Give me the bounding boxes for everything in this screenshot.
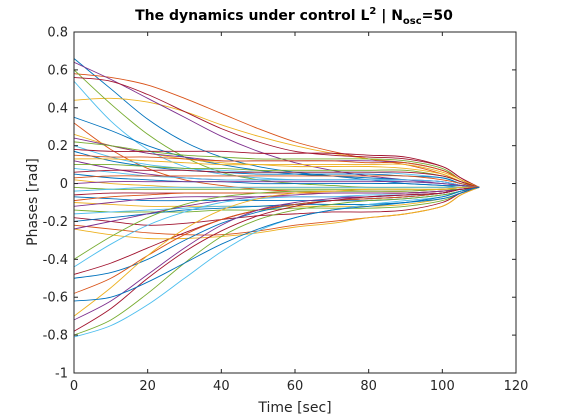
chart-title-middle: | N [376, 8, 403, 24]
x-axis: 0 20 40 60 80 100 120 [70, 32, 529, 394]
x-tick-label: 120 [504, 379, 529, 394]
x-tick-label: 0 [70, 379, 78, 394]
series-line-23 [74, 175, 480, 188]
y-tick-label: -1 [55, 367, 68, 382]
y-tick-label: -0.2 [43, 215, 68, 230]
chart-title-main: The dynamics under control L [135, 8, 369, 24]
series-line-17 [74, 158, 480, 188]
series-line-39 [74, 186, 480, 230]
chart-title-suffix: =50 [422, 8, 453, 24]
chart-title-superscript: 2 [369, 6, 376, 17]
series-line-50 [74, 186, 480, 302]
x-tick-label: 20 [139, 379, 156, 394]
x-tick-label: 80 [360, 379, 377, 394]
x-tick-label: 60 [287, 379, 304, 394]
y-axis-label: Phases [rad] [25, 158, 41, 246]
chart-title-subscript: osc [403, 16, 422, 27]
y-tick-label: 0.6 [47, 63, 68, 78]
series-line-45 [74, 186, 480, 317]
chart-title: The dynamics under control L2 | Nosc=50 [135, 6, 453, 27]
series-line-16 [74, 154, 480, 188]
x-axis-label: Time [sec] [257, 400, 331, 416]
series-line-47 [74, 186, 480, 336]
y-axis: -1 -0.8 -0.6 -0.4 -0.2 0 0.2 0.4 0.6 0.8 [43, 26, 516, 382]
series-line-22 [74, 173, 480, 188]
series-line-14 [74, 149, 480, 188]
series-line-49 [74, 186, 480, 332]
y-tick-label: 0.2 [47, 139, 68, 154]
y-tick-label: -0.6 [43, 291, 68, 306]
x-tick-label: 40 [213, 379, 230, 394]
series-line-27 [74, 186, 480, 192]
y-tick-label: 0.8 [47, 26, 68, 41]
y-tick-label: -0.4 [43, 253, 68, 268]
y-tick-label: 0.4 [47, 101, 68, 116]
series-line-38 [74, 186, 480, 240]
series-layer [74, 58, 480, 338]
series-line-25 [74, 181, 480, 188]
series-line-33 [74, 186, 480, 213]
x-tick-label: 100 [430, 379, 455, 394]
y-tick-label: -0.8 [43, 329, 68, 344]
series-line-21 [74, 169, 480, 188]
y-tick-label: 0 [60, 177, 68, 192]
